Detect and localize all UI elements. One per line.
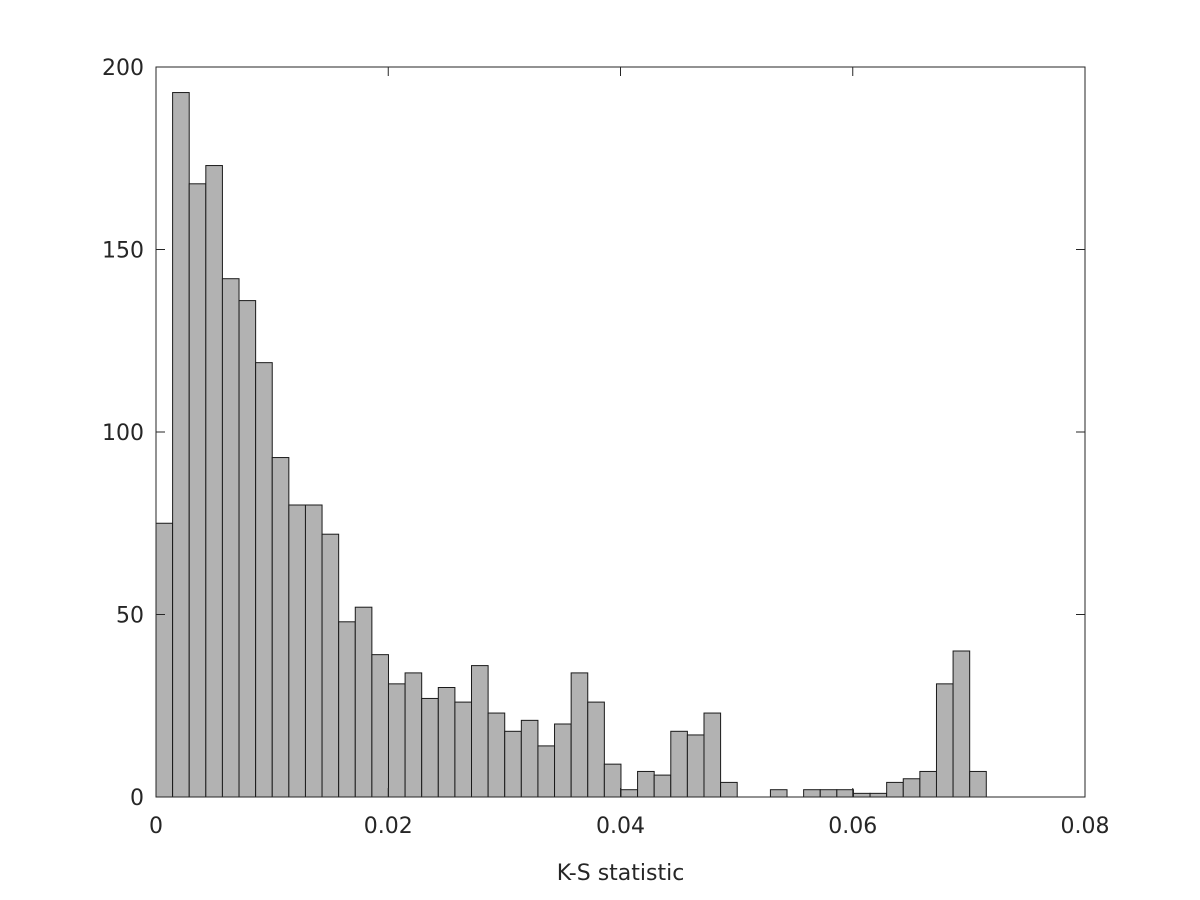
bar — [769, 789, 788, 798]
bar — [487, 712, 506, 798]
bar — [354, 606, 373, 798]
bar — [371, 654, 389, 798]
bar — [720, 781, 738, 798]
bar — [554, 723, 572, 798]
bar — [238, 300, 257, 798]
bar — [421, 697, 439, 798]
bar — [172, 92, 190, 798]
bar — [952, 650, 971, 798]
bar — [670, 730, 688, 798]
bar — [869, 792, 888, 798]
x-tick-label: 0.04 — [596, 814, 645, 839]
bar — [504, 730, 522, 798]
bar — [637, 770, 655, 798]
bar — [288, 504, 306, 798]
bar — [321, 533, 340, 798]
bar — [852, 792, 871, 798]
x-tick-label: 0.08 — [1061, 814, 1110, 839]
bar — [271, 457, 290, 798]
x-tick-label: 0.02 — [364, 814, 413, 839]
bar — [969, 770, 987, 798]
bar — [304, 504, 323, 798]
x-tick-label: 0.06 — [828, 814, 877, 839]
bar — [255, 362, 273, 798]
bar — [686, 734, 705, 798]
bar — [653, 774, 672, 798]
bar — [803, 789, 821, 798]
bar — [338, 621, 356, 798]
bar — [819, 789, 838, 798]
bar — [404, 672, 423, 798]
y-tick-label: 50 — [116, 604, 144, 629]
bar — [387, 683, 406, 798]
bar — [537, 745, 556, 798]
bar — [520, 719, 539, 798]
bar — [919, 770, 937, 798]
y-tick-label: 200 — [102, 56, 144, 81]
bar — [886, 781, 904, 798]
bar — [188, 183, 207, 798]
bar — [836, 789, 854, 798]
bar — [902, 778, 921, 798]
y-tick-label: 100 — [102, 421, 144, 446]
x-tick-label: 0 — [149, 814, 163, 839]
bar — [620, 789, 639, 798]
y-tick-label: 0 — [130, 786, 144, 811]
bar — [454, 701, 473, 798]
bar — [587, 701, 605, 798]
bar — [603, 763, 622, 798]
bar — [471, 665, 489, 798]
bar — [221, 278, 240, 798]
bar — [570, 672, 589, 798]
y-tick-label: 150 — [102, 239, 144, 264]
bar — [935, 683, 954, 798]
bar — [437, 687, 456, 798]
bar — [205, 165, 223, 798]
bar — [703, 712, 722, 798]
bar — [155, 522, 174, 798]
x-axis-label: K-S statistic — [557, 861, 685, 886]
